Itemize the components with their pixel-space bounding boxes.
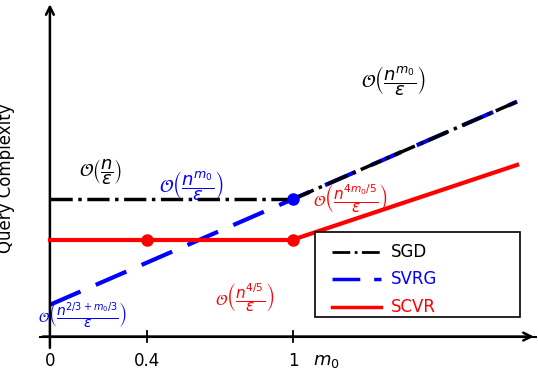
- Text: Query Complexity: Query Complexity: [0, 103, 15, 252]
- Text: $\mathcal{O}\left(\dfrac{n^{4/5}}{\varepsilon}\right)$: $\mathcal{O}\left(\dfrac{n^{4/5}}{\varep…: [215, 281, 274, 314]
- Text: $\mathcal{O}\left(\dfrac{n^{m_0}}{\varepsilon}\right)$: $\mathcal{O}\left(\dfrac{n^{m_0}}{\varep…: [159, 170, 224, 203]
- Text: $\mathcal{O}\left(\dfrac{n^{2/3+m_0/3}}{\varepsilon}\right)$: $\mathcal{O}\left(\dfrac{n^{2/3+m_0/3}}{…: [38, 300, 127, 331]
- Text: SVRG: SVRG: [391, 270, 437, 288]
- Text: $m_0$: $m_0$: [313, 352, 339, 371]
- Text: SCVR: SCVR: [391, 298, 436, 316]
- FancyBboxPatch shape: [315, 233, 520, 317]
- Text: $\mathcal{O}\left(\dfrac{n}{\varepsilon}\right)$: $\mathcal{O}\left(\dfrac{n}{\varepsilon}…: [79, 157, 122, 187]
- Text: 0: 0: [45, 352, 55, 371]
- Text: SGD: SGD: [391, 243, 427, 261]
- Text: $\mathcal{O}\left(\dfrac{n^{4m_0/5}}{\varepsilon}\right)$: $\mathcal{O}\left(\dfrac{n^{4m_0/5}}{\va…: [313, 183, 387, 215]
- Text: 1: 1: [288, 352, 299, 371]
- Text: $\mathcal{O}\left(\dfrac{n^{m_0}}{\varepsilon}\right)$: $\mathcal{O}\left(\dfrac{n^{m_0}}{\varep…: [362, 64, 426, 98]
- Text: 0.4: 0.4: [134, 352, 160, 371]
